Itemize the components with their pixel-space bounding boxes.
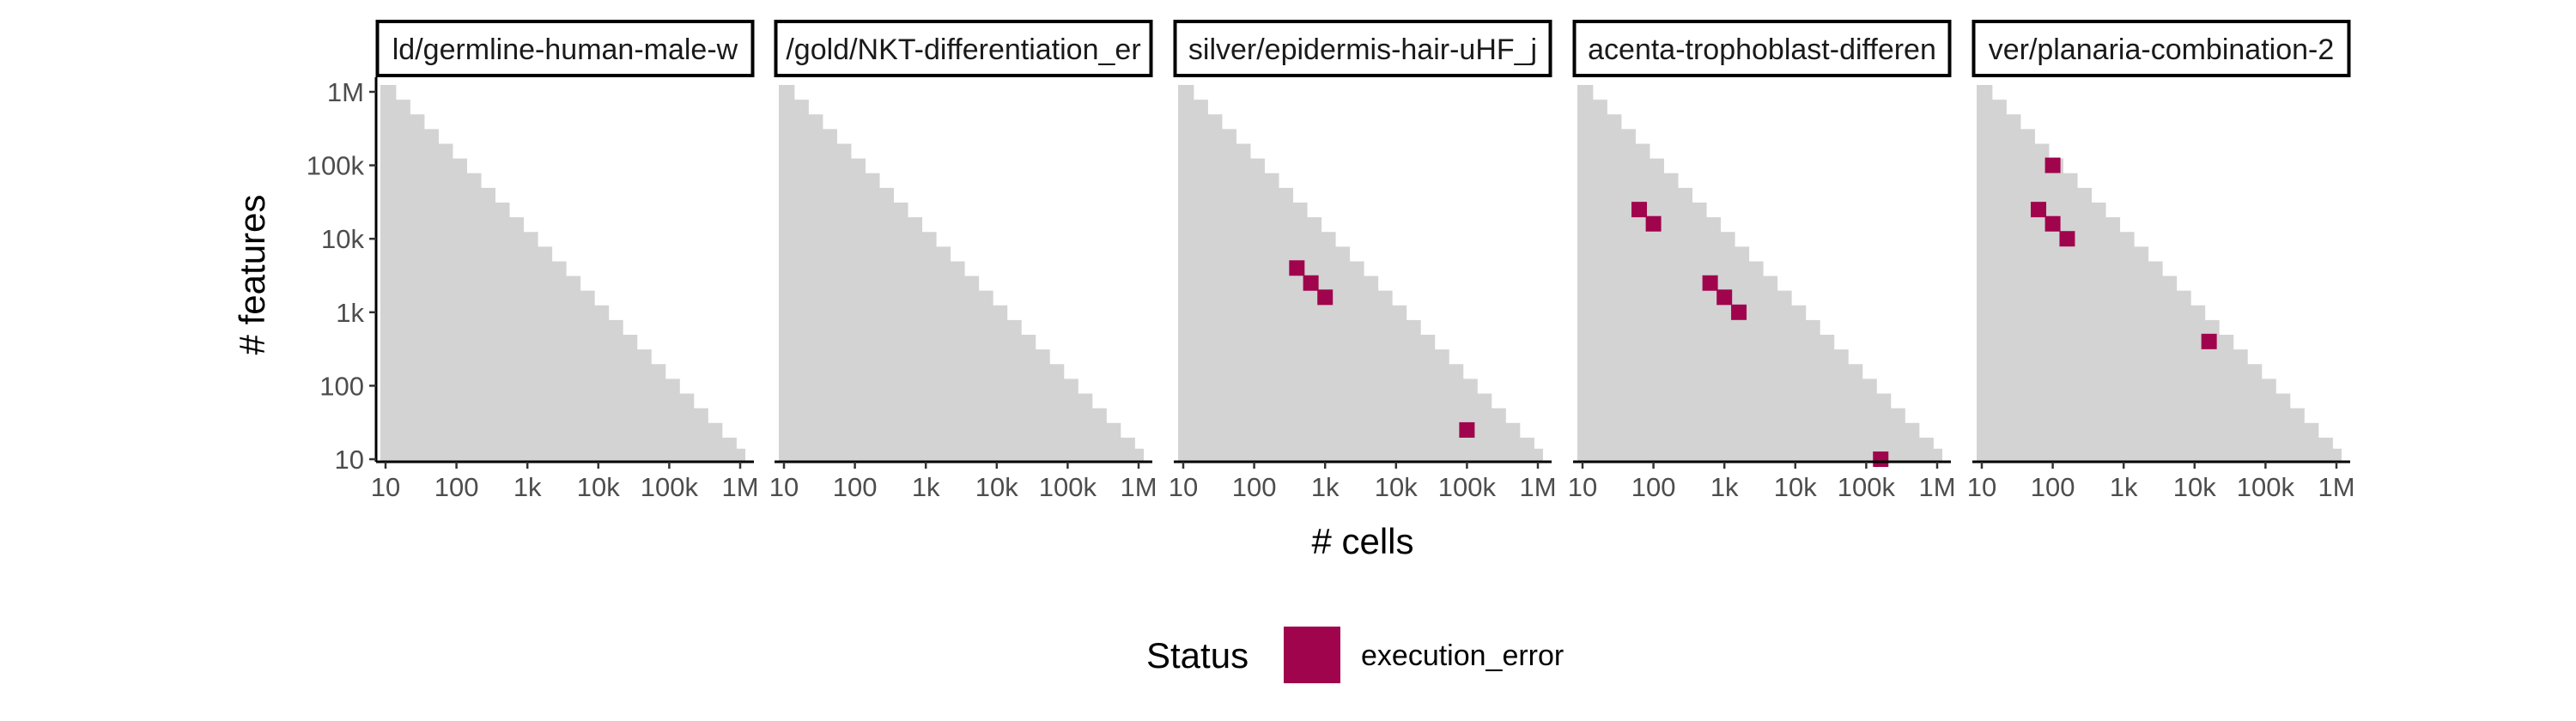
error-cell: [1702, 275, 1718, 291]
x-tick-label: 1k: [1710, 472, 1739, 502]
error-cell: [2044, 157, 2061, 173]
x-tick-label: 100k: [641, 472, 699, 502]
facet-panel: acenta-trophoblast-differen: [1572, 20, 1952, 467]
x-tick-label: 10k: [577, 472, 620, 502]
facet-strip-label: /gold/NKT-differentiation_er: [786, 33, 1140, 66]
error-cell: [1645, 215, 1662, 232]
x-tick-label: 10: [371, 472, 400, 502]
x-tick-label: 10k: [2173, 472, 2216, 502]
x-axis-title: # cells: [1311, 521, 1413, 561]
y-axis-title: # features: [232, 195, 272, 355]
error-cell: [2201, 333, 2217, 349]
x-tick-label: 10: [769, 472, 799, 502]
facet-strip-label: ld/germline-human-male-w: [392, 33, 738, 66]
error-cell: [1716, 289, 1733, 306]
x-tick-label: 1M: [1519, 472, 1556, 502]
x-tick-label: 10k: [975, 472, 1018, 502]
evaluated-region: [779, 85, 1144, 462]
error-cell: [1631, 202, 1648, 218]
x-tick-label: 10: [1568, 472, 1597, 502]
evaluated-region: [1577, 85, 1942, 462]
facet-strip-label: ver/planaria-combination-2: [1989, 33, 2335, 66]
x-tick-label: 100: [1631, 472, 1676, 502]
x-tick-label: 1k: [912, 472, 940, 502]
legend-title: Status: [1146, 635, 1249, 676]
x-tick-label: 1k: [1311, 472, 1340, 502]
error-cell: [1731, 304, 1747, 320]
x-tick-label: 10: [1169, 472, 1198, 502]
x-tick-label: 100k: [1438, 472, 1497, 502]
x-tick-label: 1M: [721, 472, 758, 502]
x-tick-label: 100k: [1838, 472, 1896, 502]
x-tick-label: 10k: [1774, 472, 1817, 502]
error-cell: [2059, 231, 2075, 247]
y-tick-label: 1k: [336, 298, 364, 328]
legend: Status execution_error: [1146, 627, 1564, 683]
facet-strip: [1572, 20, 1952, 77]
error-cell: [1303, 275, 1319, 291]
facet-panel: /gold/NKT-differentiation_er: [774, 20, 1153, 462]
y-tick-label: 1M: [327, 77, 364, 107]
y-tick-label: 100: [319, 371, 364, 401]
x-tick-label: 10: [1967, 472, 1996, 502]
panels: ld/germline-human-male-w/gold/NKT-differ…: [375, 20, 2351, 467]
x-tick-label: 10k: [1375, 472, 1418, 502]
x-tick-label: 100k: [1039, 472, 1097, 502]
error-cell: [1459, 421, 1475, 438]
error-cell: [2044, 215, 2061, 232]
x-tick-label: 100k: [2237, 472, 2295, 502]
facet-strip-label: acenta-trophoblast-differen: [1588, 33, 1936, 66]
x-tick-label: 100: [1232, 472, 1277, 502]
y-tick-label: 10k: [321, 224, 364, 254]
facet-strip: [1173, 20, 1552, 77]
x-tick-label: 100: [2031, 472, 2075, 502]
x-tick-label: 1M: [1918, 472, 1955, 502]
facet-strip: [1971, 20, 2351, 77]
evaluated-region: [380, 85, 745, 462]
error-cell: [1317, 289, 1334, 306]
facet-strip-label: silver/epidermis-hair-uHF_j: [1188, 33, 1537, 66]
x-tick-label: 100: [434, 472, 479, 502]
error-cell: [1873, 451, 1889, 467]
evaluated-region: [1178, 85, 1543, 462]
error-cell: [1289, 260, 1305, 276]
error-cell: [2031, 202, 2047, 218]
x-tick-label: 1M: [2318, 472, 2354, 502]
y-tick-label: 10: [335, 445, 364, 475]
x-tick-label: 1k: [513, 472, 542, 502]
facet-panel: ld/germline-human-male-w: [375, 20, 755, 462]
legend-label: execution_error: [1361, 639, 1564, 672]
facet-panel: ver/planaria-combination-2: [1971, 20, 2351, 462]
facet-strip: [774, 20, 1153, 77]
x-tick-label: 1k: [2110, 472, 2138, 502]
facet-strip: [375, 20, 755, 77]
evaluated-region: [1977, 85, 2342, 462]
axes: 10 100 1k 10k 100k 1M 10 100 1k 10k 100k 1M 10 100 1k 1…: [307, 77, 2355, 502]
y-tick-label: 100k: [307, 151, 365, 181]
legend-key: [1284, 627, 1340, 683]
x-tick-label: 1M: [1120, 472, 1157, 502]
facet-panel: silver/epidermis-hair-uHF_j: [1173, 20, 1552, 462]
x-tick-label: 100: [833, 472, 878, 502]
